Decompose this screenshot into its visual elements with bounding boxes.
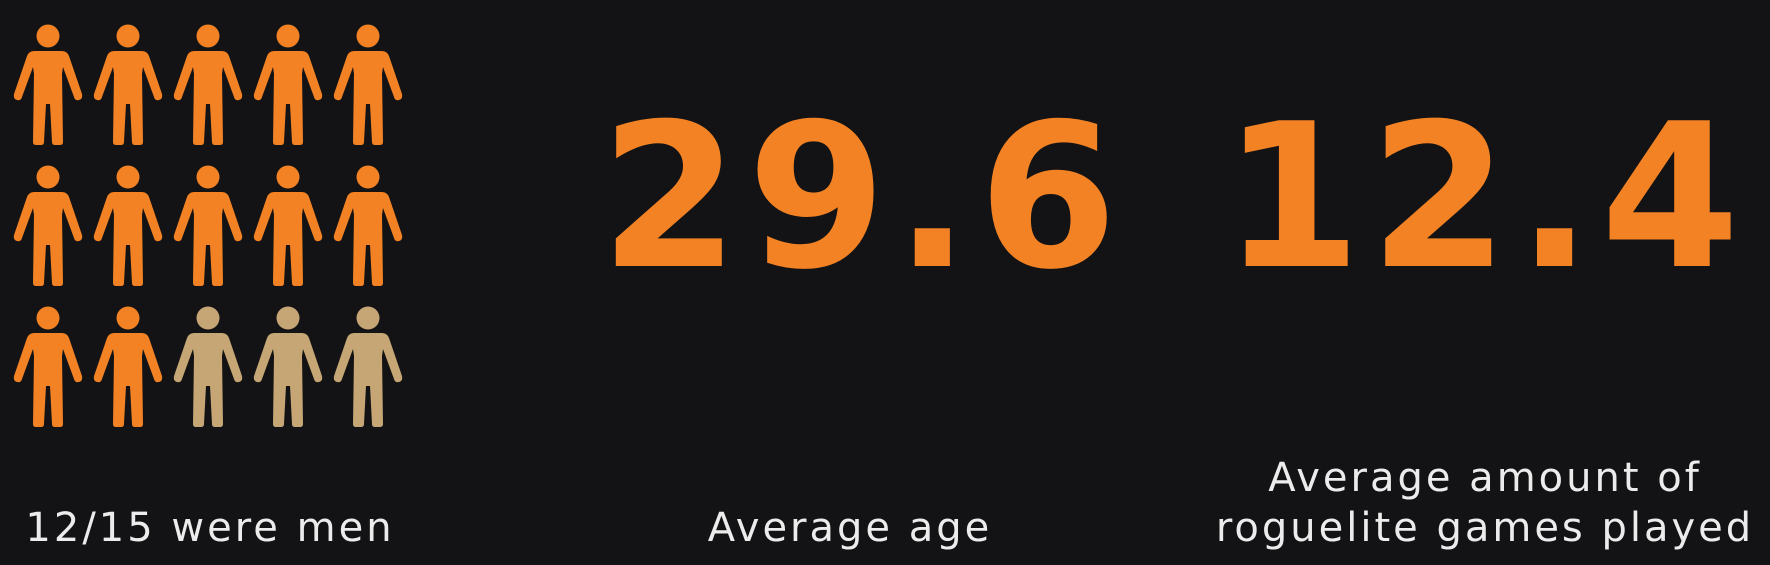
person-icon xyxy=(168,163,248,304)
person-icon xyxy=(248,163,328,304)
person-icon xyxy=(88,163,168,304)
person-pictogram xyxy=(8,22,408,445)
person-icon xyxy=(168,22,248,163)
average-age-value: 29.6 xyxy=(600,81,1126,314)
person-icon xyxy=(8,304,88,445)
person-icon xyxy=(248,22,328,163)
person-icon xyxy=(88,304,168,445)
average-age-caption: Average age xyxy=(707,505,993,551)
men-ratio-panel: 12/15 were men xyxy=(0,0,420,565)
average-games-value: 12.4 xyxy=(1222,81,1748,314)
average-age-panel: 29.6 Average age xyxy=(600,0,1126,565)
average-games-caption: Average amount of roguelite games played xyxy=(1215,455,1755,551)
person-icon xyxy=(8,22,88,163)
person-icon xyxy=(168,304,248,445)
person-icon xyxy=(248,304,328,445)
person-icon xyxy=(8,163,88,304)
person-icon xyxy=(328,163,408,304)
person-icon xyxy=(328,22,408,163)
person-icon xyxy=(88,22,168,163)
person-icon xyxy=(328,304,408,445)
men-ratio-caption: 12/15 were men xyxy=(25,505,395,551)
average-games-panel: 12.4 Average amount of roguelite games p… xyxy=(1200,0,1770,565)
